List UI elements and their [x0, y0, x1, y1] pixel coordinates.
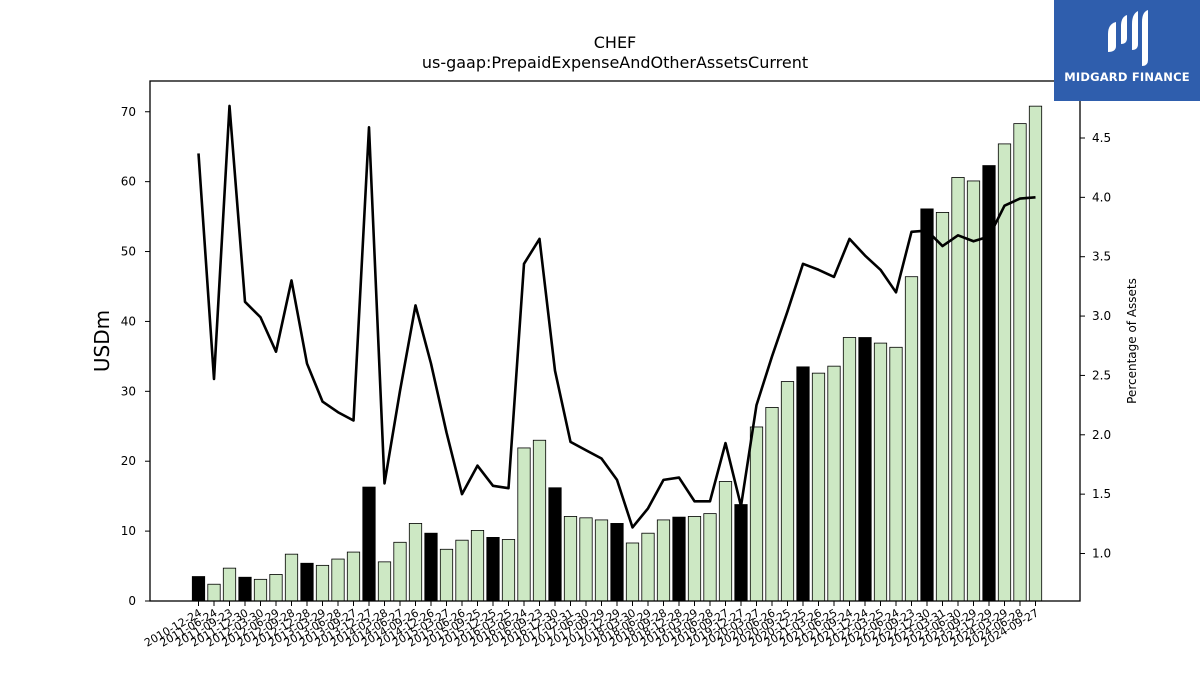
bar-2013-09-27 [346, 551, 361, 602]
percentage-of-assets-line [197, 104, 1036, 529]
bar-2014-03-28 [377, 561, 392, 602]
bar-2012-03-30 [253, 578, 268, 602]
bar-2021-03-26 [811, 372, 826, 602]
bar-2012-09-28 [284, 553, 299, 602]
bar-2017-06-30 [579, 517, 593, 602]
bar-2022-06-24 [889, 346, 903, 602]
bar-2017-12-29 [610, 523, 624, 602]
brand-mark-icon [1108, 10, 1148, 66]
bar-2013-06-28 [331, 558, 345, 602]
bar-2017-09-29 [594, 519, 609, 602]
bar-2020-09-25 [780, 381, 795, 602]
bar-2014-09-26 [408, 523, 423, 602]
y2-tick-label: 3.5 [1092, 250, 1111, 264]
bar-2018-09-28 [656, 519, 671, 602]
bar-2021-12-24 [858, 337, 872, 602]
bar-2022-12-30 [920, 208, 934, 602]
bar-2015-12-25 [486, 537, 500, 602]
bar-2024-09-27 [1028, 105, 1043, 602]
y2-tick-label: 3.0 [1092, 309, 1111, 323]
y2-tick-label: 2.0 [1092, 428, 1111, 442]
y-tick-label: 60 [121, 175, 136, 189]
brand-name: MIDGARD FINANCE [1064, 70, 1190, 84]
bar-2020-06-26 [765, 406, 779, 602]
bar-2019-12-27 [734, 504, 748, 602]
bar-2023-03-31 [935, 211, 950, 602]
y-tick-label: 70 [121, 105, 136, 119]
y-tick-label: 20 [121, 454, 136, 468]
bar-2016-06-24 [517, 447, 531, 602]
line-group [197, 104, 1036, 529]
bar-2023-12-29 [982, 165, 996, 602]
bar-2024-06-28 [1013, 123, 1027, 602]
bar-2016-03-25 [501, 539, 516, 602]
bar-2014-06-27 [393, 541, 407, 602]
bar-2018-06-29 [641, 532, 655, 602]
bar-2017-03-31 [563, 516, 578, 602]
bar-2014-12-26 [424, 532, 438, 602]
bar-2015-06-26 [455, 539, 469, 602]
bar-2022-09-23 [904, 276, 919, 602]
bar-2021-06-25 [827, 365, 841, 602]
x-axis-ticks: 2010-12-242011-06-242011-09-232011-12-30… [142, 601, 1041, 650]
bar-2011-09-23 [222, 567, 237, 602]
bar-2011-12-30 [238, 576, 252, 602]
bar-2019-09-27 [718, 481, 733, 602]
bar-2023-09-29 [966, 180, 981, 602]
bar-2012-12-28 [300, 562, 314, 602]
y-tick-label: 0 [128, 594, 136, 608]
right-axis-ticks: 1.0 1.5 2.0 2.5 3.0 3.5 4.0 4.5 [1080, 131, 1111, 561]
bar-2010-12-24 [191, 576, 206, 602]
brand-logo: MIDGARD FINANCE [1054, 0, 1200, 101]
bar-2020-12-25 [796, 366, 810, 602]
bar-2019-06-28 [703, 513, 717, 602]
bar-2015-09-25 [470, 530, 485, 602]
chart-title: CHEF [594, 33, 637, 52]
bar-group [191, 105, 1043, 602]
bar-2023-06-30 [951, 177, 965, 602]
y2-tick-label: 2.5 [1092, 368, 1111, 382]
bar-2013-03-29 [315, 564, 330, 602]
bar-2022-03-25 [873, 342, 888, 602]
bar-2013-12-27 [362, 486, 376, 602]
bar-2016-12-30 [548, 487, 562, 602]
chart-subtitle: us-gaap:PrepaidExpenseAndOtherAssetsCurr… [422, 53, 808, 72]
bar-2016-09-23 [532, 439, 547, 602]
bar-2018-03-30 [625, 542, 640, 602]
bar-2021-09-24 [842, 337, 857, 602]
plot-frame [149, 80, 1081, 602]
y2-axis-label: Percentage of Assets [1125, 278, 1139, 404]
left-axis-ticks: 0 10 20 30 40 50 60 70 [121, 105, 150, 608]
y-axis-label: USDm [90, 310, 114, 372]
y2-tick-label: 4.0 [1092, 190, 1111, 204]
bar-2015-03-27 [439, 548, 454, 602]
bar-2011-06-24 [207, 583, 221, 602]
y2-tick-label: 1.5 [1092, 487, 1111, 501]
bar-2020-03-27 [749, 426, 764, 602]
y-tick-label: 30 [121, 384, 136, 398]
y2-tick-label: 1.0 [1092, 547, 1111, 561]
y-tick-label: 10 [121, 524, 136, 538]
bar-2012-06-29 [269, 574, 283, 602]
bar-2018-12-28 [672, 516, 686, 602]
bar-2019-03-29 [687, 516, 702, 602]
y-tick-label: 50 [121, 245, 136, 259]
y-tick-label: 40 [121, 314, 136, 328]
y2-tick-label: 4.5 [1092, 131, 1111, 145]
